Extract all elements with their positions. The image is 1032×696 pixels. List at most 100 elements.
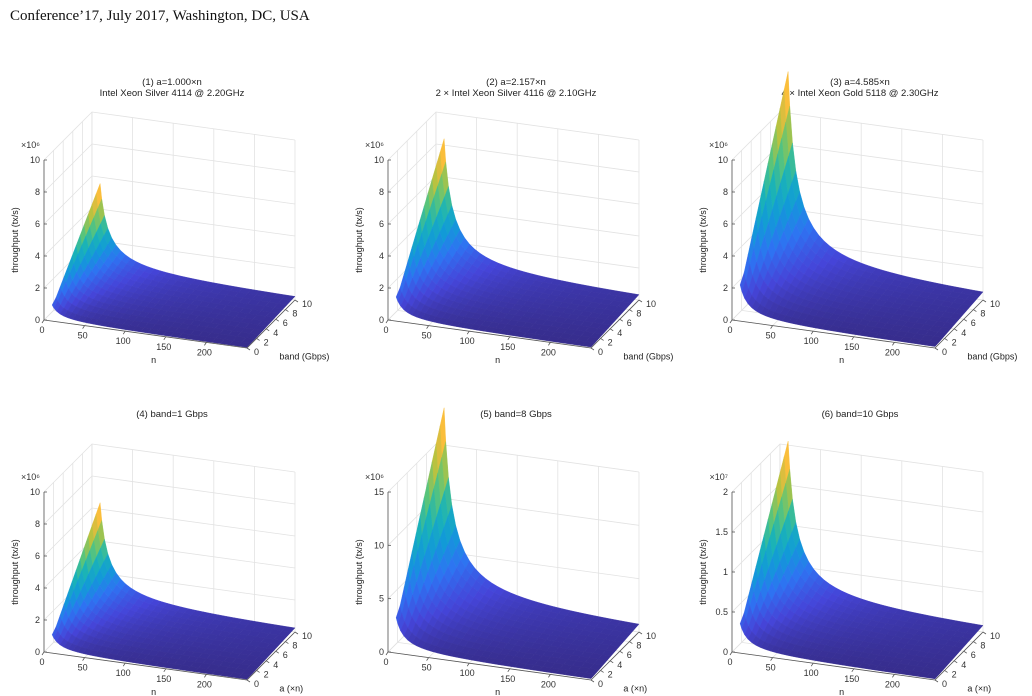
chart-1-z-tick-label: 2 (35, 283, 40, 293)
chart-3-z-axis-label: throughput (tx/s) (698, 207, 708, 273)
chart-4-x-axis-label: n (151, 687, 156, 696)
chart-1-y-tick-label: 6 (283, 318, 288, 328)
chart-3-z-tick-label: 6 (723, 219, 728, 229)
chart-4-z-tick-label: 6 (35, 551, 40, 561)
chart-1-y-tick-label: 8 (292, 309, 297, 319)
chart-3-svg: (3) a=4.585×n4 × Intel Xeon Gold 5118 @ … (698, 71, 1017, 365)
chart-2-group: (2) a=2.157×n2 × Intel Xeon Silver 4116 … (354, 77, 673, 365)
chart-2-z-tick-label: 0 (379, 315, 384, 325)
chart-4-y-tick-label: 2 (264, 669, 269, 679)
chart-4-z-tick-label: 10 (30, 487, 40, 497)
chart-3-y-axis (934, 299, 984, 349)
chart-6-z-tick-label: 2 (723, 487, 728, 497)
chart-6-x-tick-label: 50 (766, 663, 776, 673)
chart-4-x-tick-label: 0 (39, 657, 44, 667)
chart-6-x-tick-label: 100 (804, 668, 819, 678)
chart-6-y-axis (934, 631, 984, 681)
chart-3-z-tick-label: 8 (723, 187, 728, 197)
chart-6-z-tick-label: 0 (723, 647, 728, 657)
chart-panel-6: (6) band=10 Gbps 0 50 100 150 200 0 2 4 6 8 10 0 0.5 1… (688, 404, 1032, 696)
chart-3-z-tick-label: 0 (723, 315, 728, 325)
chart-6-y-tick-label: 8 (980, 641, 985, 651)
chart-2-z-tick-label: 8 (379, 187, 384, 197)
chart-1-title-line-1: (1) a=1.000×n (142, 77, 202, 88)
chart-1-z-tick-label: 8 (35, 187, 40, 197)
chart-2-z-tick-label: 10 (374, 155, 384, 165)
chart-5-z-tick-label: 5 (379, 594, 384, 604)
chart-6-x-tick-label: 200 (885, 679, 900, 689)
chart-6-x-tick-label: 150 (844, 674, 859, 684)
chart-4-title-line-1: (4) band=1 Gbps (136, 409, 208, 420)
chart-4-y-tick-label: 0 (254, 679, 259, 689)
chart-1-x-axis (43, 319, 248, 349)
chart-panel-2: (2) a=2.157×n 2 × Intel Xeon Silver 4116 … (344, 72, 688, 372)
chart-1-z-tick-label: 6 (35, 219, 40, 229)
chart-1-y-tick-label: 2 (264, 337, 269, 347)
chart-panel-4: (4) band=1 Gbps 0 50 100 150 200 0 2 4 6 8 10 0 2 4 6 8 1… (0, 404, 344, 696)
chart-6-z-axis-label: throughput (tx/s) (698, 539, 708, 605)
chart-4-x-tick-label: 100 (116, 668, 131, 678)
chart-4-y-axis-label: a (×n) (279, 684, 303, 694)
chart-4-x-tick-label: 200 (197, 679, 212, 689)
chart-3-x-tick-label: 200 (885, 347, 900, 357)
chart-3-x-tick-label: 150 (844, 342, 859, 352)
chart-5-title-line-1: (5) band=8 Gbps (480, 409, 552, 420)
chart-1-y-tick-label: 4 (273, 328, 278, 338)
chart-6-surface (739, 441, 984, 680)
chart-5-y-tick-label: 8 (636, 641, 641, 651)
chart-5-y-tick-label: 0 (598, 679, 603, 689)
chart-1-exponent-label: ×10⁶ (21, 140, 40, 150)
chart-2-exponent-label: ×10⁶ (365, 140, 384, 150)
chart-5-x-tick-label: 100 (460, 668, 475, 678)
chart-5-y-tick-label: 4 (617, 660, 622, 670)
chart-3-y-tick-label: 0 (942, 347, 947, 357)
chart-3-z-tick-label: 10 (718, 155, 728, 165)
chart-1-surface (51, 183, 296, 348)
chart-5-x-axis-label: n (495, 687, 500, 696)
chart-4-z-tick-label: 0 (35, 647, 40, 657)
chart-3-y-tick-label: 8 (980, 309, 985, 319)
chart-3-title-line-1: (3) a=4.585×n (830, 77, 890, 88)
chart-1-x-tick-label: 50 (78, 331, 88, 341)
chart-5-y-axis-label: a (×n) (623, 684, 647, 694)
chart-6-y-tick-label: 6 (971, 650, 976, 660)
chart-1-title-line-2: Intel Xeon Silver 4114 @ 2.20GHz (100, 88, 245, 99)
chart-2-z-tick-label: 2 (379, 283, 384, 293)
chart-6-x-tick-label: 0 (727, 657, 732, 667)
chart-panel-5: (5) band=8 Gbps 0 50 100 150 200 0 2 4 6 8 10 0 5 10 15… (344, 404, 688, 696)
chart-2-title-line-2: 2 × Intel Xeon Silver 4116 @ 2.10GHz (436, 88, 597, 99)
chart-2-x-tick-label: 0 (383, 325, 388, 335)
chart-4-y-tick-label: 4 (273, 660, 278, 670)
chart-2-x-tick-label: 150 (500, 342, 515, 352)
chart-5-z-tick-label: 10 (374, 540, 384, 550)
chart-4-x-axis (43, 651, 248, 681)
chart-2-y-tick-label: 4 (617, 328, 622, 338)
chart-3-exponent-label: ×10⁶ (709, 140, 728, 150)
chart-2-y-axis-label: band (Gbps) (623, 352, 673, 362)
chart-3-y-tick-label: 2 (952, 337, 957, 347)
chart-3-x-tick-label: 100 (804, 336, 819, 346)
chart-2-x-tick-label: 50 (422, 331, 432, 341)
chart-6-z-tick-label: 1.5 (715, 527, 728, 537)
chart-2-z-tick-label: 4 (379, 251, 384, 261)
chart-4-x-tick-label: 150 (156, 674, 171, 684)
chart-5-z-axis-label: throughput (tx/s) (354, 539, 364, 605)
chart-1-x-axis-label: n (151, 355, 156, 365)
chart-2-y-tick-label: 10 (646, 299, 656, 309)
chart-3-z-tick-label: 2 (723, 283, 728, 293)
chart-5-x-tick-label: 50 (422, 663, 432, 673)
chart-1-z-axis-label: throughput (tx/s) (10, 207, 20, 273)
chart-2-x-axis (387, 319, 592, 349)
chart-3-group: (3) a=4.585×n4 × Intel Xeon Gold 5118 @ … (698, 71, 1017, 365)
chart-2-y-tick-label: 2 (608, 337, 613, 347)
chart-1-y-axis (246, 299, 296, 349)
chart-1-z-tick-label: 4 (35, 251, 40, 261)
chart-4-y-tick-label: 10 (302, 631, 312, 641)
chart-4-x-tick-label: 50 (78, 663, 88, 673)
chart-4-z-axis-label: throughput (tx/s) (10, 539, 20, 605)
